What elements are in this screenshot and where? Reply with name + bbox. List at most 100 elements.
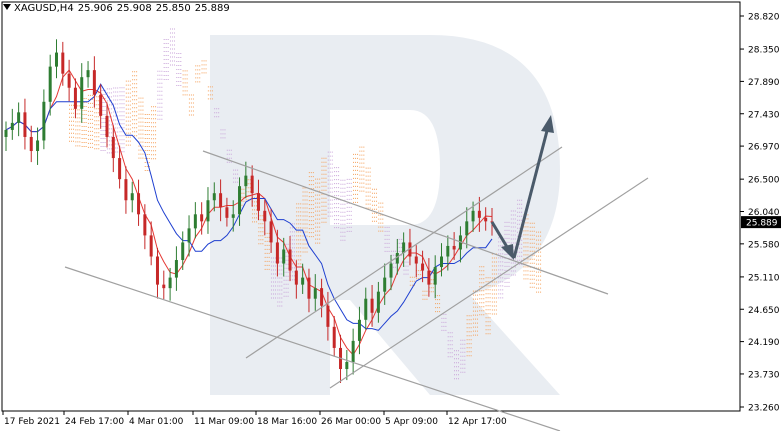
candle-body bbox=[250, 175, 254, 194]
candle-body bbox=[61, 52, 65, 74]
candle-body bbox=[376, 291, 380, 313]
candle-body bbox=[143, 214, 147, 236]
candle-body bbox=[225, 207, 229, 218]
candle-body bbox=[86, 70, 90, 78]
x-tick-label: 17 Feb 2021 bbox=[4, 417, 60, 427]
candle-body bbox=[231, 214, 235, 218]
candle-body bbox=[364, 298, 368, 320]
descending-channel-lower bbox=[64, 266, 561, 431]
x-tick-label: 24 Feb 17:00 bbox=[65, 417, 124, 427]
candle-body bbox=[351, 340, 355, 362]
candle-body bbox=[67, 73, 71, 88]
candle-body bbox=[17, 112, 21, 123]
candle-body bbox=[294, 270, 298, 285]
candle-body bbox=[155, 256, 159, 285]
symbol-label[interactable]: XAGUSD,H4 bbox=[14, 3, 74, 14]
x-tick-label: 11 Mar 09:00 bbox=[194, 417, 254, 427]
x-tick-label: 26 Mar 00:00 bbox=[321, 417, 381, 427]
y-axis: 28.820 28.350 27.890 27.430 26.970 26.500 26.0… bbox=[740, 13, 780, 414]
candle-body bbox=[36, 140, 40, 152]
candle-body bbox=[149, 235, 153, 257]
candle-body bbox=[124, 179, 128, 201]
candle-body bbox=[206, 200, 210, 222]
descending-channel-upper bbox=[202, 150, 609, 295]
candle-body bbox=[48, 66, 52, 102]
candle-body bbox=[23, 112, 27, 137]
candle-body bbox=[370, 298, 374, 313]
plot-frame bbox=[1, 1, 741, 412]
candle-body bbox=[162, 284, 166, 289]
y-tick-label: 27.890 bbox=[748, 78, 780, 88]
symbol-dropdown-icon[interactable] bbox=[3, 4, 11, 10]
candle-body bbox=[477, 210, 481, 218]
y-tick-label: 24.650 bbox=[748, 306, 780, 316]
high-value: 25.908 bbox=[116, 3, 152, 14]
candle-body bbox=[193, 214, 197, 229]
candle-body bbox=[307, 277, 311, 299]
y-tick-label: 28.350 bbox=[748, 46, 780, 56]
candle-body bbox=[282, 249, 286, 264]
y-tick-label: 25.110 bbox=[748, 273, 780, 283]
open-value: 25.906 bbox=[77, 3, 113, 14]
x-tick-label: 18 Mar 16:00 bbox=[257, 417, 317, 427]
candle-body bbox=[414, 256, 418, 264]
x-tick-label: 12 Apr 17:00 bbox=[448, 417, 507, 427]
candle-body bbox=[111, 136, 115, 159]
x-axis: 17 Feb 2021 24 Feb 17:00 4 Mar 01:00 11 Mar… bbox=[2, 411, 507, 427]
candle-body bbox=[275, 242, 279, 264]
candle-body bbox=[256, 193, 260, 211]
candle-body bbox=[326, 305, 330, 327]
candle-body bbox=[332, 326, 336, 348]
candle-body bbox=[54, 52, 58, 67]
y-tick-label: 26.040 bbox=[748, 208, 780, 218]
candle-body bbox=[465, 221, 469, 236]
candle-body bbox=[269, 221, 273, 243]
candle-body bbox=[244, 175, 248, 187]
candle-body bbox=[389, 263, 393, 278]
candle-body bbox=[168, 277, 172, 289]
candle-body bbox=[484, 217, 488, 222]
watermark-logo bbox=[210, 35, 560, 395]
chart-header: XAGUSD,H4 25.906 25.908 25.850 25.889 bbox=[3, 3, 230, 14]
candle-body bbox=[92, 70, 96, 95]
candle-body bbox=[42, 101, 46, 141]
y-tick-label: 26.500 bbox=[748, 176, 780, 186]
candle-body bbox=[427, 270, 431, 285]
candle-body bbox=[219, 193, 223, 208]
candle-body bbox=[80, 77, 84, 109]
candle-body bbox=[313, 288, 317, 299]
y-tick-label: 26.970 bbox=[748, 143, 780, 153]
candle-body bbox=[4, 129, 8, 137]
ascending-channel-lower bbox=[329, 177, 649, 389]
candle-body bbox=[130, 193, 134, 201]
forecast-arrows bbox=[490, 115, 554, 260]
candle-body bbox=[263, 210, 267, 222]
candle-body bbox=[118, 158, 122, 180]
candle-body bbox=[421, 263, 425, 271]
candle-body bbox=[345, 361, 349, 370]
x-tick-label: 5 Apr 09:00 bbox=[385, 417, 438, 427]
y-tick-label: 23.260 bbox=[748, 404, 780, 414]
x-tick-label: 4 Mar 01:00 bbox=[129, 417, 184, 427]
y-tick-label: 23.730 bbox=[748, 370, 780, 380]
current-price-label: 25.889 bbox=[746, 219, 778, 229]
candle-body bbox=[383, 277, 387, 292]
candle-body bbox=[181, 242, 185, 261]
candle-body bbox=[137, 193, 141, 215]
candle-body bbox=[99, 94, 103, 116]
close-value: 25.889 bbox=[194, 3, 230, 14]
trend-lines bbox=[64, 146, 649, 431]
low-value: 25.850 bbox=[155, 3, 191, 14]
y-tick-label: 24.190 bbox=[748, 338, 780, 348]
candle-body bbox=[433, 267, 437, 285]
candle-body bbox=[288, 249, 292, 271]
candle-body bbox=[452, 245, 456, 250]
y-tick-label: 28.820 bbox=[748, 13, 780, 23]
current-price-tag bbox=[741, 216, 781, 229]
kijun-line bbox=[5, 83, 493, 331]
candle-body bbox=[187, 228, 191, 243]
candles bbox=[4, 39, 494, 383]
candle-body bbox=[238, 186, 242, 215]
